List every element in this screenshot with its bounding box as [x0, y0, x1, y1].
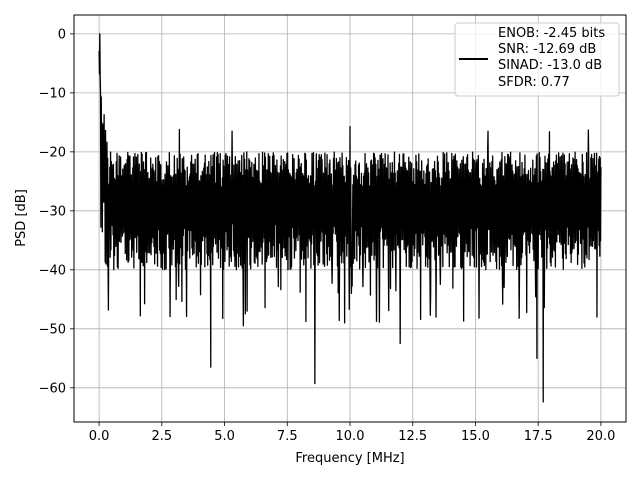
x-axis: 0.0 2.5 5.0 7.5 10.0 12.5 15.0 17.5 20.0 — [89, 422, 615, 444]
x-axis-label: Frequency [MHz] — [295, 451, 404, 466]
series-layer — [98, 33, 602, 403]
x-tick-label: 15.0 — [461, 429, 490, 444]
legend-line-enob: ENOB: -2.45 bits — [498, 26, 605, 41]
legend-line-sinad: SINAD: -13.0 dB — [498, 58, 602, 73]
y-tick-label: −30 — [39, 204, 66, 219]
x-tick-label: 2.5 — [151, 429, 172, 444]
y-axis-label: PSD [dB] — [14, 189, 29, 247]
x-tick-label: 5.0 — [214, 429, 235, 444]
x-tick-label: 10.0 — [336, 429, 365, 444]
x-tick-label: 7.5 — [277, 429, 298, 444]
y-tick-label: −20 — [39, 145, 66, 160]
legend-line-snr: SNR: -12.69 dB — [498, 42, 596, 57]
x-tick-label: 12.5 — [398, 429, 427, 444]
y-tick-label: −40 — [39, 263, 66, 278]
psd-series-line — [98, 33, 602, 403]
y-tick-label: −10 — [39, 86, 66, 101]
y-axis: 0 −10 −20 −30 −40 −50 −60 — [39, 27, 74, 396]
x-tick-label: 0.0 — [89, 429, 110, 444]
legend-line-sfdr: SFDR: 0.77 — [498, 75, 570, 90]
x-tick-label: 17.5 — [524, 429, 553, 444]
y-tick-label: −50 — [39, 322, 66, 337]
legend: ENOB: -2.45 bits SNR: -12.69 dB SINAD: -… — [454, 22, 620, 97]
legend-box — [454, 22, 620, 97]
x-tick-label: 20.0 — [586, 429, 615, 444]
y-tick-label: 0 — [58, 27, 66, 42]
y-tick-label: −60 — [39, 381, 66, 396]
